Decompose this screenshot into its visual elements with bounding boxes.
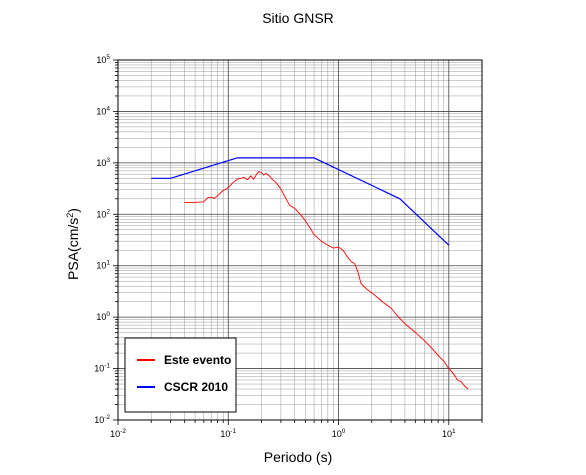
y-tick-label-base: 10	[96, 209, 106, 219]
plot-area-frame	[117, 59, 483, 421]
x-tick-label-exp: -2	[120, 428, 126, 435]
legend: Este evento CSCR 2010	[124, 337, 237, 413]
y-axis-title-main: PSA(cm/s	[65, 218, 81, 280]
y-tick-label-exp: 2	[106, 208, 110, 215]
y-tick-label: 10-2	[94, 414, 110, 425]
legend-box	[124, 337, 237, 413]
minor-grid	[118, 60, 483, 420]
x-tick-label-base: 10	[442, 429, 452, 439]
y-tick-label-exp: 5	[106, 54, 110, 61]
x-tick-label: 10-1	[220, 428, 236, 439]
y-tick-label-base: 10	[96, 312, 106, 322]
x-tick-label-exp: 0	[342, 428, 346, 435]
y-tick-label-base: 10	[96, 55, 106, 65]
x-tick-label-base: 10	[220, 429, 230, 439]
y-axis-title-sup: 2	[65, 213, 75, 218]
x-tick-label: 100	[332, 428, 346, 439]
x-tick-label-base: 10	[110, 429, 120, 439]
y-tick-label-base: 10	[96, 158, 106, 168]
y-axis-title: PSA(cm/s2)	[65, 208, 81, 280]
x-tick-label: 101	[442, 428, 456, 439]
series-line-este-evento	[184, 171, 469, 390]
y-tick-label-base: 10	[94, 415, 104, 425]
y-tick-label: 101	[96, 260, 110, 271]
y-tick-label-exp: -2	[104, 414, 110, 421]
x-tick-label-exp: -1	[230, 428, 236, 435]
y-tick-label: 10-1	[94, 363, 110, 374]
series-layer	[151, 157, 469, 390]
y-tick-label-base: 10	[96, 261, 106, 271]
legend-label: Este evento	[164, 353, 231, 367]
x-tick-label-exp: 1	[452, 428, 456, 435]
y-tick-label: 100	[96, 311, 110, 322]
y-tick-label-exp: 1	[106, 260, 110, 267]
chart-title: Sitio GNSR	[262, 10, 334, 26]
x-axis-title: Periodo (s)	[264, 449, 332, 465]
x-axis-ticks: 10-2 10-1 100 101	[110, 420, 483, 439]
y-tick-label-exp: 3	[106, 157, 110, 164]
y-tick-label: 104	[96, 105, 110, 116]
series-line-cscr-2010	[151, 157, 450, 246]
y-tick-label: 102	[96, 208, 110, 219]
y-tick-label-exp: 4	[106, 105, 110, 112]
y-tick-label-base: 10	[96, 106, 106, 116]
x-tick-label: 10-2	[110, 428, 126, 439]
y-tick-label-exp: 0	[106, 311, 110, 318]
legend-label: CSCR 2010	[164, 380, 228, 394]
y-tick-label-base: 10	[94, 364, 104, 374]
y-tick-label-exp: -1	[104, 363, 110, 370]
x-tick-label-base: 10	[332, 429, 342, 439]
y-tick-label: 103	[96, 157, 110, 168]
y-tick-label: 105	[96, 54, 110, 65]
y-axis-title-close: )	[65, 208, 81, 213]
